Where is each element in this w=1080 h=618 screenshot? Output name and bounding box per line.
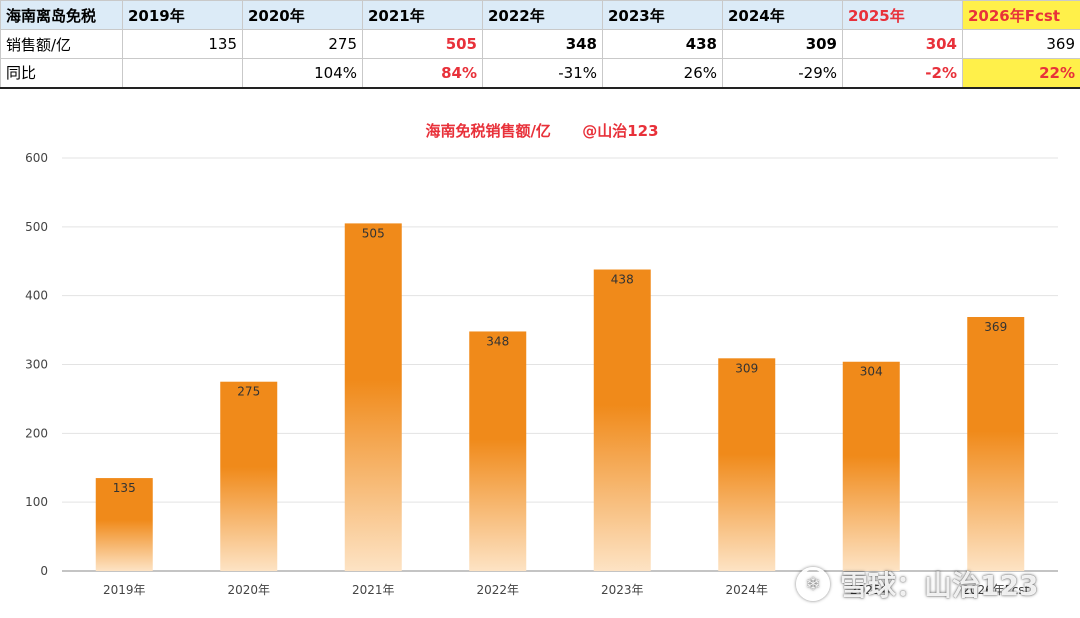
table-row-yoy: 同比 104% 84% -31% 26% -29% -2% 22%	[0, 58, 1080, 89]
bar-2026年Fcst	[967, 317, 1025, 571]
bar-value-label: 135	[113, 481, 136, 495]
bar-value-label: 438	[611, 273, 634, 287]
y-tick-label: 200	[25, 426, 48, 440]
header-cell: 2023年	[602, 0, 723, 30]
table-cell: 104%	[242, 58, 363, 89]
table-cell: 84%	[362, 58, 483, 89]
table-cell: -29%	[722, 58, 843, 89]
header-cell: 2021年	[362, 0, 483, 30]
header-cell: 2020年	[242, 0, 363, 30]
table-cell: -2%	[842, 58, 963, 89]
bar-value-label: 309	[735, 361, 758, 375]
y-tick-label: 100	[25, 495, 48, 509]
header-cell: 2022年	[482, 0, 603, 30]
bar-chart: 海南免税销售额/亿 @山治123 0 100 200 300 400 500 600 135…	[25, 122, 1058, 597]
bar-value-label: 505	[362, 226, 385, 240]
y-tick-label: 600	[25, 151, 48, 165]
x-tick-label: 2023年	[601, 583, 644, 597]
y-tick-label: 400	[25, 289, 48, 303]
bar-value-label: 275	[237, 385, 260, 399]
x-tick-label: 2020年	[227, 583, 270, 597]
x-tick-label: 2022年	[476, 583, 519, 597]
table-cell: 505	[362, 29, 483, 59]
table-cell: 304	[842, 29, 963, 59]
x-tick-label: 2026年Fcst	[962, 583, 1029, 597]
table-cell: 348	[482, 29, 603, 59]
y-tick-label: 0	[40, 564, 48, 578]
x-tick-label: 2019年	[103, 583, 146, 597]
watermark-text: 雪球：山治123	[840, 569, 1039, 602]
table-cell	[122, 58, 243, 89]
x-tick-label: 2021年	[352, 583, 395, 597]
table-cell: 309	[722, 29, 843, 59]
table-cell: 275	[242, 29, 363, 59]
header-cell: 2026年Fcst	[962, 0, 1080, 30]
table-cell: 369	[962, 29, 1080, 59]
bar-2022年	[469, 331, 527, 571]
table-header-row: 海南离岛免税 2019年 2020年 2021年 2022年 2023年 202…	[0, 0, 1080, 30]
table-row-sales: 销售额/亿 135 275 505 348 438 309 304 369	[0, 29, 1080, 59]
x-tick-label: 2024年	[725, 583, 768, 597]
chart-area: 海南免税销售额/亿 @山治123 0 100 200 300 400 500 600 135…	[4, 96, 1080, 618]
header-cell: 海南离岛免税	[0, 0, 123, 30]
bar-2023年	[593, 269, 651, 571]
bar-value-label: 369	[984, 320, 1007, 334]
table-cell: -31%	[482, 58, 603, 89]
row-label: 同比	[0, 58, 123, 89]
bar-2020年	[220, 381, 278, 571]
data-table: 海南离岛免税 2019年 2020年 2021年 2022年 2023年 202…	[0, 0, 1080, 89]
header-cell: 2025年	[842, 0, 963, 30]
row-label: 销售额/亿	[0, 29, 123, 59]
bar-value-label: 348	[486, 334, 509, 348]
y-tick-label: 300	[25, 358, 48, 372]
watermark: ❄ 雪球：山治123	[796, 560, 1038, 608]
bar-2021年	[344, 223, 402, 571]
table-cell: 135	[122, 29, 243, 59]
bar-2024年	[718, 358, 776, 571]
chart-title: 海南免税销售额/亿 @山治123	[425, 122, 658, 140]
table-cell: 22%	[962, 58, 1080, 89]
x-tick-label: 2025年	[850, 583, 893, 597]
bar-2025年	[842, 361, 900, 571]
bar-2019年	[95, 478, 153, 571]
snowball-logo-icon: ❄	[796, 567, 830, 601]
y-tick-label: 500	[25, 220, 48, 234]
header-cell: 2019年	[122, 0, 243, 30]
header-cell: 2024年	[722, 0, 843, 30]
table-cell: 438	[602, 29, 723, 59]
table-cell: 26%	[602, 58, 723, 89]
bar-value-label: 304	[860, 365, 883, 379]
